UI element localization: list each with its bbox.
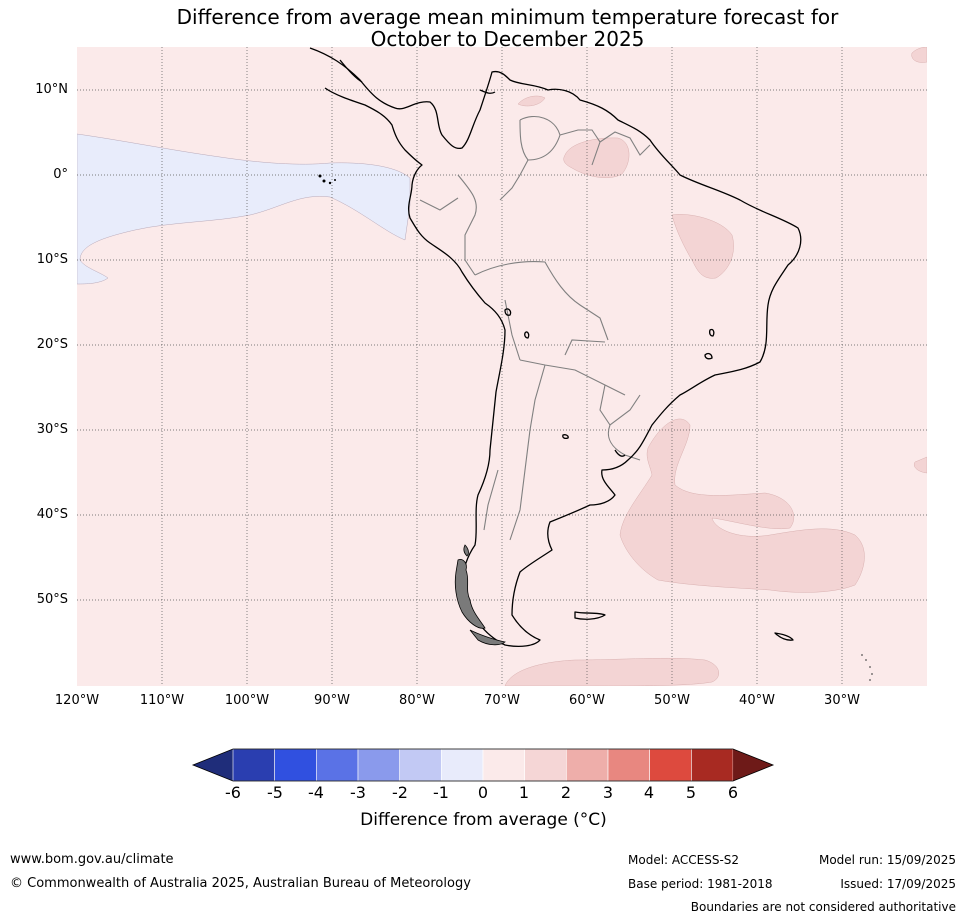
lat-label-equator: 0° (53, 167, 68, 182)
anomaly-region-1-2-northeast (911, 47, 927, 63)
lat-label-10n: 10°N (35, 82, 68, 97)
anomaly-region-1-2-caribbean (517, 95, 546, 107)
lon-label-60w: 60°W (569, 693, 605, 708)
coastline (309, 47, 802, 647)
lat-label-30s: 30°S (36, 422, 68, 437)
south-georgia-islands (861, 654, 873, 681)
colorbar-segment (316, 748, 359, 782)
map-title-line2: October to December 2025 (370, 27, 645, 51)
colorbar-segment (441, 748, 484, 782)
colorbar-tick: -1 (433, 783, 449, 802)
anomaly-region-neg1-0 (77, 133, 411, 285)
map-title-line1: Difference from average mean minimum tem… (176, 5, 839, 29)
colorbar-segment (649, 748, 692, 782)
lat-label-20s: 20°S (36, 337, 68, 352)
colorbar-tick: -4 (308, 783, 324, 802)
lon-label-100w: 100°W (224, 693, 270, 708)
base-period-text: Base period: 1981-2018 (628, 877, 773, 891)
colorbar-segment (274, 748, 317, 782)
colorbar-tick: -3 (350, 783, 366, 802)
colorbar-segment (566, 748, 609, 782)
colorbar-segment (607, 748, 651, 782)
lat-label-40s: 40°S (36, 507, 68, 522)
colorbar-tick: -2 (392, 783, 408, 802)
colorbar-tick: 4 (643, 783, 655, 802)
colorbar-segment (399, 748, 442, 782)
graticule (77, 47, 927, 686)
lon-label-40w: 40°W (739, 693, 775, 708)
chilean-archipelago (454, 544, 506, 646)
colorbar-tick: 1 (518, 783, 530, 802)
country-borders (419, 116, 651, 541)
colorbar-tick: 5 (685, 783, 697, 802)
colorbar-tick: 3 (602, 783, 614, 802)
colorbar-tick: 0 (477, 783, 489, 802)
colorbar-tick: -5 (267, 783, 283, 802)
colorbar-segment (524, 748, 567, 782)
lon-label-90w: 90°W (314, 693, 350, 708)
galapagos-islands (318, 174, 336, 185)
anomaly-region-1-2-south-atlantic (619, 418, 865, 593)
colorbar-extend-low (193, 749, 233, 781)
lon-label-50w: 50°W (654, 693, 690, 708)
model-text: Model: ACCESS-S2 (628, 853, 740, 867)
anomaly-region-1-2-brazil (671, 214, 734, 279)
colorbar-tick: 2 (560, 783, 572, 802)
lon-label-110w: 110°W (139, 693, 185, 708)
colorbar-segment (357, 748, 400, 782)
anomaly-region-1-2-east-edge (914, 456, 927, 474)
colorbar-tick: 6 (727, 783, 739, 802)
lon-label-70w: 70°W (484, 693, 520, 708)
website-link[interactable]: www.bom.gov.au/climate (10, 852, 174, 867)
issued-text: Issued: 17/09/2025 (840, 877, 956, 891)
lon-label-30w: 30°W (824, 693, 860, 708)
disclaimer-text: Boundaries are not considered authoritat… (690, 900, 956, 914)
lon-label-120w: 120°W (54, 693, 100, 708)
colorbar-segment (482, 748, 525, 782)
anomaly-region-1-2-south (504, 657, 719, 686)
colorbar-outline (191, 748, 775, 782)
model-run-text: Model run: 15/09/2025 (818, 853, 956, 867)
lat-label-10s: 10°S (36, 252, 68, 267)
colorbar-extend-high (733, 749, 774, 781)
colorbar (191, 748, 775, 782)
colorbar-segment (691, 748, 734, 782)
copyright-text: © Commonwealth of Australia 2025, Austra… (10, 876, 471, 891)
lon-label-80w: 80°W (399, 693, 435, 708)
lat-label-50s: 50°S (36, 592, 68, 607)
colorbar-label: Difference from average (°C) (360, 810, 607, 830)
colorbar-segment (232, 748, 275, 782)
colorbar-tick: -6 (225, 783, 241, 802)
